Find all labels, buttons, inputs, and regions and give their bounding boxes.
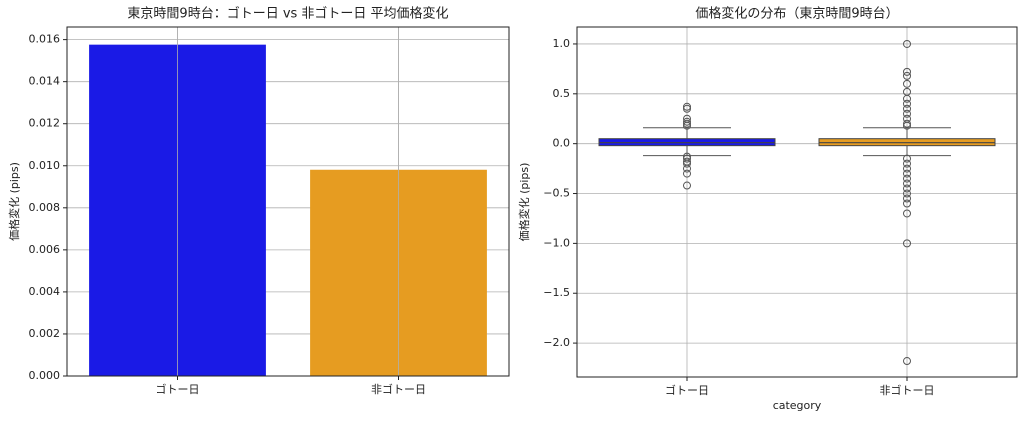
outlier: [903, 179, 911, 188]
outlier: [903, 357, 911, 366]
y-tick-label: 0.006: [29, 243, 61, 256]
y-tick-label: −1.0: [543, 236, 570, 249]
outlier: [903, 94, 911, 103]
outlier: [903, 67, 911, 76]
outlier: [683, 102, 691, 111]
y-tick-label: −1.5: [543, 286, 570, 299]
y-tick-label: 0.5: [553, 87, 571, 100]
outlier: [683, 119, 691, 128]
outlier: [903, 159, 911, 168]
y-tick-label: 0.012: [29, 117, 61, 130]
x-tick-label: 非ゴトー日: [880, 383, 935, 397]
outlier: [903, 104, 911, 113]
outlier: [903, 121, 911, 130]
axes-frame: [66, 26, 510, 377]
axes-frame: [576, 26, 1018, 378]
outlier: [903, 99, 911, 108]
outlier: [903, 164, 911, 173]
y-axis-label: 価格変化 (pips): [517, 163, 531, 242]
outlier: [903, 154, 911, 163]
outlier: [683, 154, 691, 163]
y-tick-label: −0.5: [543, 187, 570, 200]
y-tick-label: −2.0: [543, 336, 570, 349]
chart-title: 東京時間9時台：ゴトー日 vs 非ゴトー日 平均価格変化: [127, 6, 448, 22]
outlier: [903, 169, 911, 178]
x-axis-label: category: [773, 399, 822, 412]
y-tick-label: 0.002: [29, 327, 61, 340]
outlier: [683, 104, 691, 113]
outlier: [683, 169, 691, 178]
outlier: [903, 239, 911, 248]
outlier: [903, 174, 911, 183]
y-axis-label: 価格変化 (pips): [7, 162, 21, 241]
outlier: [903, 79, 911, 88]
outlier: [903, 189, 911, 198]
x-tick-label: 非ゴトー日: [371, 382, 426, 396]
y-tick-label: 0.010: [29, 159, 61, 172]
outlier: [903, 109, 911, 118]
y-tick-label: 0.008: [29, 201, 61, 214]
x-tick-label: ゴトー日: [665, 383, 709, 397]
y-tick-label: 0.004: [29, 285, 61, 298]
y-tick-label: 0.016: [29, 33, 61, 46]
outlier: [683, 164, 691, 173]
y-tick-label: 0.0: [553, 137, 571, 150]
x-tick-label: ゴトー日: [156, 382, 200, 396]
outlier: [903, 209, 911, 218]
outlier: [683, 117, 691, 126]
chart-title: 価格変化の分布（東京時間9時台）: [695, 6, 898, 22]
y-tick-label: 1.0: [553, 37, 571, 50]
outlier: [683, 159, 691, 168]
outlier: [903, 119, 911, 128]
outlier: [683, 121, 691, 130]
y-tick-label: 0.000: [29, 369, 61, 382]
outlier: [903, 71, 911, 80]
outlier: [903, 184, 911, 193]
outlier: [683, 181, 691, 190]
outlier: [903, 194, 911, 203]
outlier: [903, 39, 911, 48]
outlier: [903, 199, 911, 208]
y-tick-label: 0.014: [29, 75, 61, 88]
